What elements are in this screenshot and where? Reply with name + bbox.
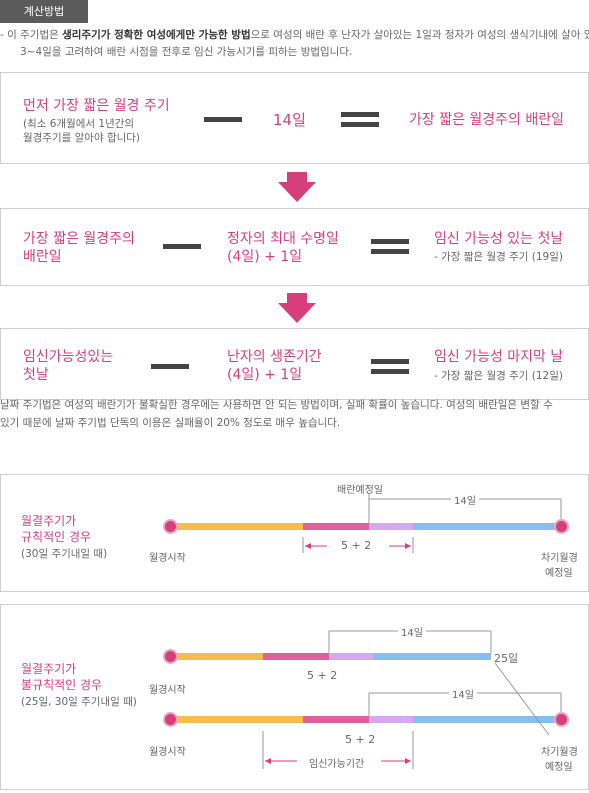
start-dot xyxy=(163,712,178,727)
next-period-label-2: 예정일 xyxy=(545,762,573,773)
formula3-middle-1: 난자의 생존기간 xyxy=(227,349,322,365)
section-tag: 계산방법 xyxy=(0,0,88,23)
bottom-range-label: 5 + 2 xyxy=(345,733,376,746)
short-post-ovulation-segment xyxy=(329,653,373,660)
formula-box-3: 임신가능성있는 첫날 난자의 생존기간 (4일) + 1일 임신 가능성 마지막… xyxy=(0,328,589,400)
top-range-label: 5 + 2 xyxy=(307,669,338,682)
irregular-title-2: 불규칙적인 경우 xyxy=(21,678,103,692)
irregular-title-1: 월결주기가 xyxy=(21,662,77,676)
irregular-sub: (25일, 30일 주기내일 때) xyxy=(21,696,137,708)
next-period-label-1: 차기월경 xyxy=(541,553,578,564)
long-luteal-segment xyxy=(413,716,561,723)
regular-cycle-box: 월결주기가 규칙적인 경우 (30일 주기내일 때) 배란예정일 14일 월경시… xyxy=(0,474,589,592)
top-days-label: 14일 xyxy=(398,624,426,639)
note-line-2: 있기 때문에 날짜 주기법 단독의 이용은 실패율이 20% 정도로 매우 높습… xyxy=(0,417,341,429)
bottom-start-label: 월경시작 xyxy=(149,747,186,758)
start-label: 월경시작 xyxy=(149,553,186,564)
formula2-left-1: 가장 짧은 월경주의 xyxy=(23,231,135,247)
short-luteal-segment xyxy=(373,653,491,660)
post-ovulation-segment xyxy=(369,523,413,530)
short-menstrual-segment xyxy=(171,653,263,660)
formula3-right-title: 임신 가능성 마지막 날 xyxy=(434,349,564,365)
arrow-down-icon xyxy=(278,172,316,202)
intro-text: - 이 주기법은 생리주기가 정확한 여성에게만 가능한 방법으로 여성의 배란… xyxy=(0,27,589,61)
range-label: 5 + 2 xyxy=(341,539,372,552)
short-pre-ovulation-segment xyxy=(263,653,329,660)
arrow-down-icon xyxy=(278,293,316,323)
bottom-days-label: 14일 xyxy=(449,686,477,701)
intro-line-1: - 이 주기법은 생리주기가 정확한 여성에게만 가능한 방법으로 여성의 배란… xyxy=(0,29,589,41)
formula2-middle-1: 정자의 최대 수명일 xyxy=(227,231,339,247)
regular-sub: (30일 주기내일 때) xyxy=(21,548,108,560)
days-label: 14일 xyxy=(451,492,479,507)
formula3-left-1: 임신가능성있는 xyxy=(23,349,114,365)
formula2-right-title: 임신 가능성 있는 첫날 xyxy=(434,231,564,247)
fertile-period-label: 임신가능기간 xyxy=(309,759,365,770)
formula3-middle-2: (4일) + 1일 xyxy=(227,367,303,383)
start-dot xyxy=(163,649,178,664)
equals-sign xyxy=(371,359,409,374)
next-period-label-1: 차기월경 xyxy=(541,747,578,758)
note-line-1: 날짜 주기법은 여성의 배란기가 불확실한 경우에는 사용하면 안 되는 방법이… xyxy=(0,399,553,411)
irregular-annotation-lines xyxy=(262,630,562,769)
formula1-left-sub1: (최소 6개월에서 1년간의 xyxy=(23,118,135,130)
formula3-left-2: 첫날 xyxy=(23,367,49,383)
end-dot xyxy=(554,712,569,727)
minus-sign xyxy=(204,117,242,122)
long-pre-ovulation-segment xyxy=(303,716,369,723)
warning-note: 날짜 주기법은 여성의 배란기가 불확실한 경우에는 사용하면 안 되는 방법이… xyxy=(0,396,589,432)
formula1-right: 가장 짧은 월경주의 배란일 xyxy=(409,112,565,128)
formula1-middle: 14일 xyxy=(273,111,306,129)
intro-emphasis: 생리주기가 정확한 여성에게만 가능한 방법 xyxy=(62,29,251,41)
luteal-segment xyxy=(413,523,561,530)
regular-title-2: 규칙적인 경우 xyxy=(21,530,92,544)
formula2-left-2: 배란일 xyxy=(23,249,62,265)
formula-box-1: 먼저 가장 짧은 월경 주기 (최소 6개월에서 1년간의 월경주기를 알아야 … xyxy=(0,72,589,164)
formula-box-2: 가장 짧은 월경주의 배란일 정자의 최대 수명일 (4일) + 1일 임신 가… xyxy=(0,208,589,286)
end-dot xyxy=(554,519,569,534)
ovulation-label: 배란예정일 xyxy=(337,485,383,496)
formula2-middle-2: (4일) + 1일 xyxy=(227,249,303,265)
minus-sign xyxy=(151,364,189,369)
equals-sign xyxy=(341,112,379,127)
equals-sign xyxy=(371,239,409,254)
next-period-label-2: 예정일 xyxy=(545,568,573,579)
top-end-label: 25일 xyxy=(494,652,519,665)
long-menstrual-segment xyxy=(171,716,303,723)
intro-line-2: 3~4일을 고려하여 배란 시점을 전후로 임신 가능시기를 피하는 방법입니다… xyxy=(20,46,353,58)
formula2-right-sub: - 가장 짧은 월경 주기 (19일) xyxy=(434,251,563,263)
long-post-ovulation-segment xyxy=(369,716,413,723)
regular-title-1: 월결주기가 xyxy=(21,514,77,528)
formula3-right-sub: - 가장 짧은 월경 주기 (12일) xyxy=(434,370,563,382)
formula1-left-title: 먼저 가장 짧은 월경 주기 xyxy=(23,98,170,114)
pre-ovulation-segment xyxy=(303,523,369,530)
formula1-left-sub2: 월경주기를 알아야 합니다) xyxy=(23,132,141,144)
regular-annotation-lines xyxy=(302,493,562,553)
irregular-cycle-box: 월결주기가 불규칙적인 경우 (25일, 30일 주기내일 때) 14일 25일… xyxy=(0,604,589,790)
minus-sign xyxy=(163,244,201,249)
top-start-label: 월경시작 xyxy=(149,685,186,696)
start-dot xyxy=(163,519,178,534)
menstrual-segment xyxy=(171,523,303,530)
